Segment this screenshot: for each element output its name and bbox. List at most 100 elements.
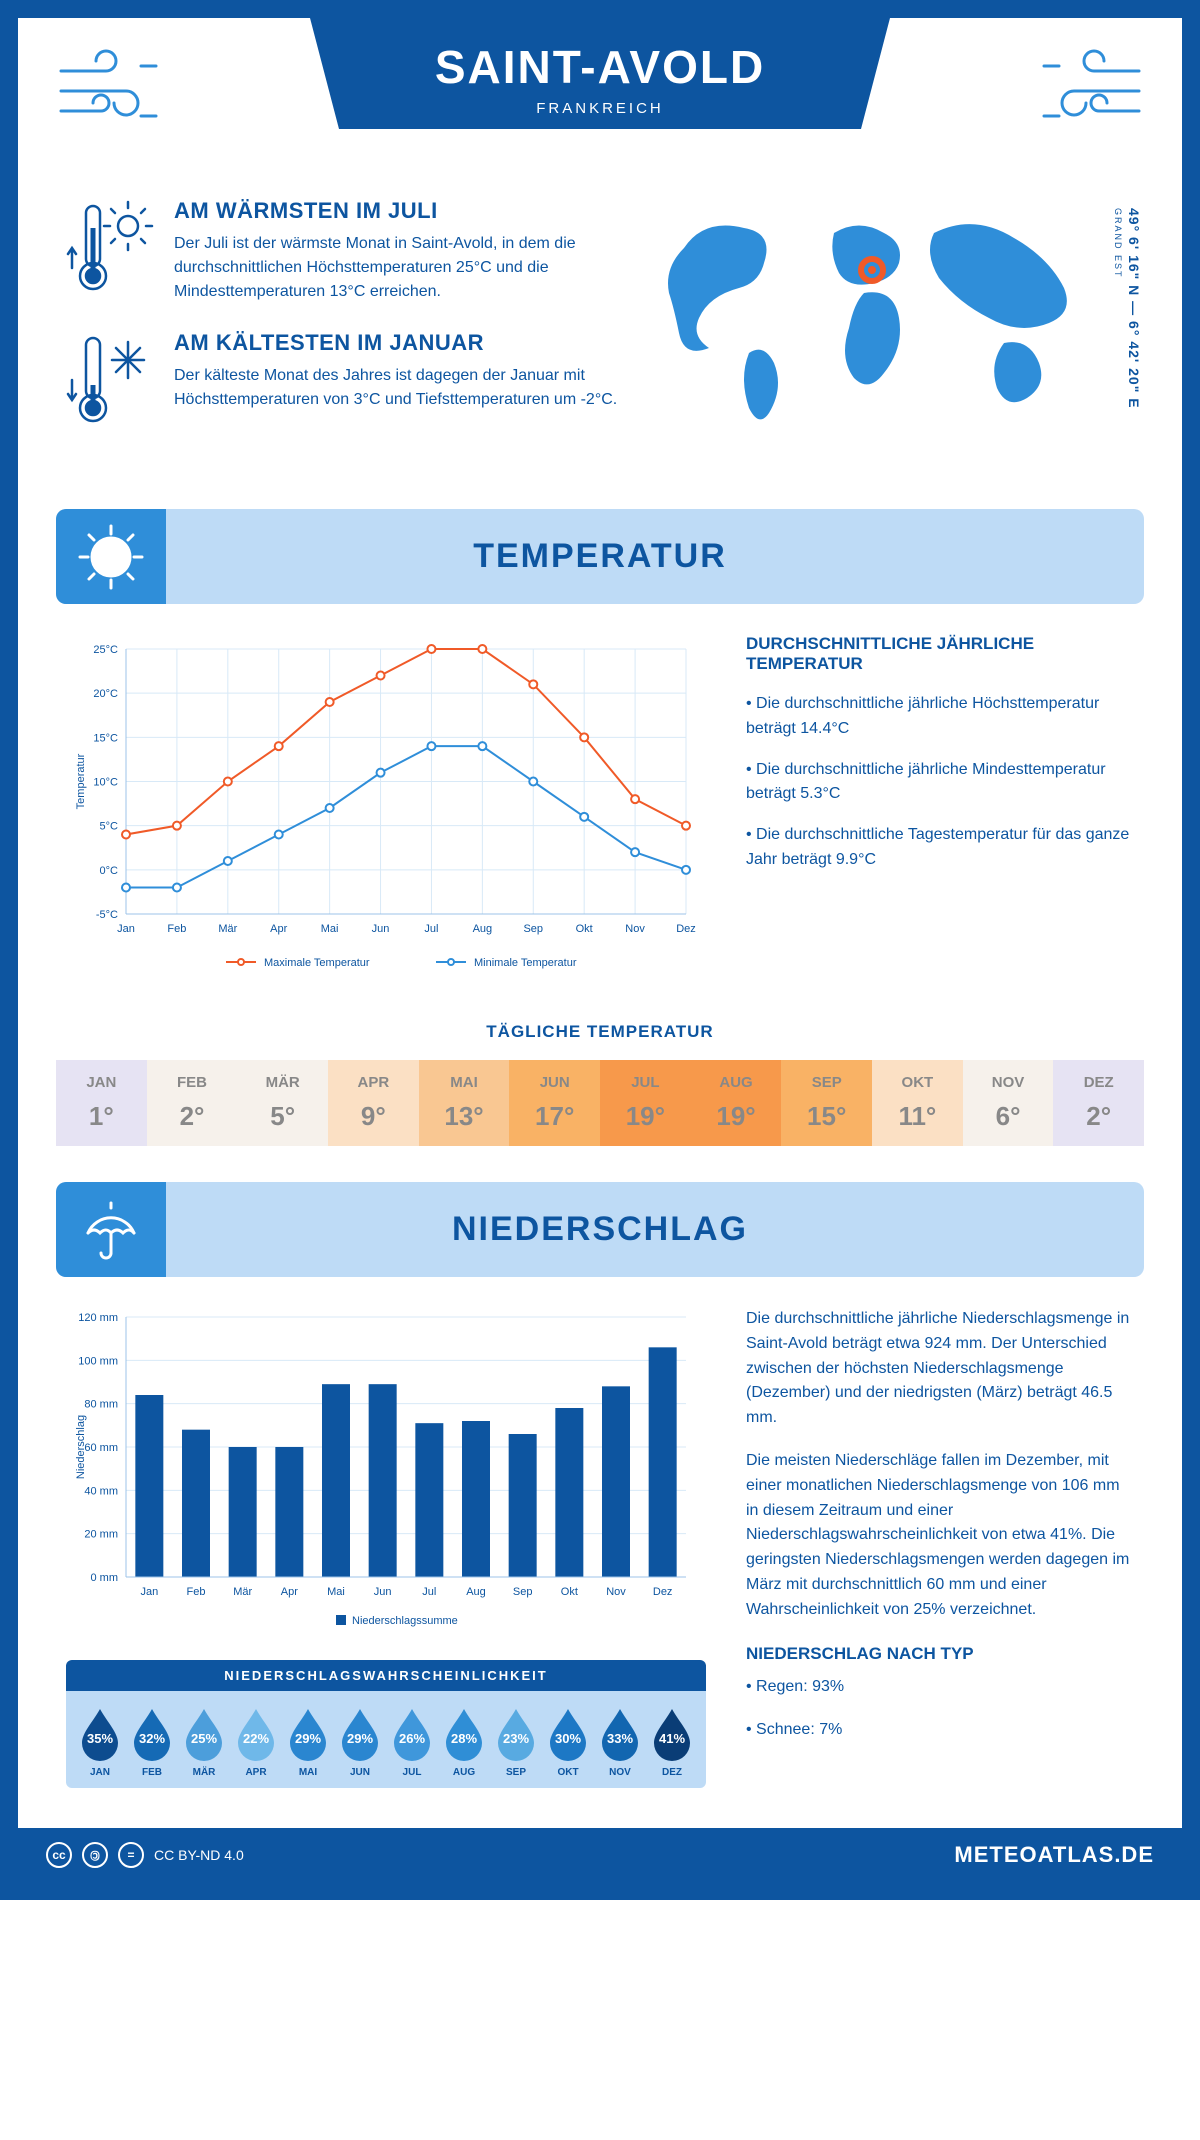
svg-text:120 mm: 120 mm — [78, 1312, 118, 1324]
svg-text:Jul: Jul — [422, 1586, 436, 1598]
svg-text:Apr: Apr — [270, 923, 287, 935]
svg-text:Dez: Dez — [676, 923, 696, 935]
daily-cell: APR9° — [328, 1060, 419, 1146]
svg-text:Nov: Nov — [625, 923, 645, 935]
prob-drop: 32%FEB — [130, 1705, 174, 1778]
prob-drop: 22%APR — [234, 1705, 278, 1778]
svg-text:Aug: Aug — [466, 1586, 486, 1598]
daily-cell: AUG19° — [691, 1060, 782, 1146]
temp-heading: TEMPERATUR — [473, 537, 727, 576]
svg-text:Mai: Mai — [321, 923, 339, 935]
svg-text:80 mm: 80 mm — [84, 1399, 118, 1411]
svg-text:Maximale Temperatur: Maximale Temperatur — [264, 957, 370, 969]
svg-text:Niederschlagssumme: Niederschlagssumme — [352, 1615, 458, 1627]
nd-icon: = — [118, 1842, 144, 1868]
prob-drop: 26%JUL — [390, 1705, 434, 1778]
daily-cell: OKT11° — [872, 1060, 963, 1146]
wind-icon — [1014, 46, 1144, 141]
prob-drop: 23%SEP — [494, 1705, 538, 1778]
prob-drop: 29%JUN — [338, 1705, 382, 1778]
precip-description: Die durchschnittliche jährliche Niedersc… — [746, 1307, 1134, 1788]
svg-text:0 mm: 0 mm — [91, 1572, 119, 1584]
by-icon: 🄯 — [82, 1842, 108, 1868]
infographic-page: SAINT-AVOLD FRANKREICH AM WÄRMSTEN IM JU… — [0, 0, 1200, 1900]
svg-text:Jan: Jan — [140, 1586, 158, 1598]
prob-drop: 25%MÄR — [182, 1705, 226, 1778]
svg-text:Aug: Aug — [473, 923, 493, 935]
svg-text:Jun: Jun — [374, 1586, 392, 1598]
prob-drop: 28%AUG — [442, 1705, 486, 1778]
city-name: SAINT-AVOLD — [310, 40, 890, 94]
svg-text:40 mm: 40 mm — [84, 1485, 118, 1497]
precip-type: • Regen: 93% — [746, 1675, 1134, 1700]
svg-text:25°C: 25°C — [93, 644, 118, 656]
svg-text:Mai: Mai — [327, 1586, 345, 1598]
temp-info: DURCHSCHNITTLICHE JÄHRLICHE TEMPERATUR •… — [746, 634, 1134, 984]
svg-text:15°C: 15°C — [93, 732, 118, 744]
svg-text:Dez: Dez — [653, 1586, 673, 1598]
svg-text:20 mm: 20 mm — [84, 1529, 118, 1541]
precip-para: Die durchschnittliche jährliche Niedersc… — [746, 1307, 1134, 1431]
footer: cc 🄯 = CC BY-ND 4.0 METEOATLAS.DE — [18, 1828, 1182, 1882]
svg-text:Nov: Nov — [606, 1586, 626, 1598]
sun-icon — [56, 509, 166, 604]
license: cc 🄯 = CC BY-ND 4.0 — [46, 1842, 244, 1868]
world-map — [654, 198, 1094, 428]
daily-cell: FEB2° — [147, 1060, 238, 1146]
section-heading-temp: TEMPERATUR — [56, 509, 1144, 604]
prob-drop: 33%NOV — [598, 1705, 642, 1778]
precip-type: • Schnee: 7% — [746, 1718, 1134, 1743]
umbrella-icon — [56, 1182, 166, 1277]
temp-bullet: • Die durchschnittliche Tagestemperatur … — [746, 823, 1134, 873]
svg-text:Jul: Jul — [424, 923, 438, 935]
site-name: METEOATLAS.DE — [954, 1842, 1154, 1868]
svg-text:Jan: Jan — [117, 923, 135, 935]
temperature-line-chart: -5°C0°C5°C10°C15°C20°C25°CJanFebMärAprMa… — [66, 634, 706, 984]
thermometer-cold-icon — [66, 330, 156, 435]
prob-drop: 30%OKT — [546, 1705, 590, 1778]
section-heading-precip: NIEDERSCHLAG — [56, 1182, 1144, 1277]
svg-text:Okt: Okt — [561, 1586, 578, 1598]
coords-value: 49° 6' 16" N — 6° 42' 20" E — [1126, 208, 1142, 409]
svg-text:Mär: Mär — [233, 1586, 252, 1598]
temp-bullet: • Die durchschnittliche jährliche Höchst… — [746, 692, 1134, 742]
license-text: CC BY-ND 4.0 — [154, 1847, 244, 1863]
svg-text:5°C: 5°C — [100, 821, 119, 833]
cc-icon: cc — [46, 1842, 72, 1868]
intro-block: AM WÄRMSTEN IM JULI Der Juli ist der wär… — [18, 178, 1182, 489]
title-banner: SAINT-AVOLD FRANKREICH — [310, 18, 890, 129]
warmest-text: Der Juli ist der wärmste Monat in Saint-… — [174, 232, 624, 304]
precip-para: Die meisten Niederschläge fallen im Deze… — [746, 1449, 1134, 1623]
svg-text:Jun: Jun — [372, 923, 390, 935]
svg-text:-5°C: -5°C — [96, 909, 118, 921]
precip-probability-box: NIEDERSCHLAGSWAHRSCHEINLICHKEIT 35%JAN32… — [66, 1660, 706, 1788]
svg-text:Apr: Apr — [281, 1586, 298, 1598]
header: SAINT-AVOLD FRANKREICH — [18, 18, 1182, 178]
country-name: FRANKREICH — [310, 100, 890, 117]
precipitation-bar-chart: 0 mm20 mm40 mm60 mm80 mm100 mm120 mmJanF… — [66, 1307, 706, 1637]
prob-drop: 29%MAI — [286, 1705, 330, 1778]
temp-info-heading: DURCHSCHNITTLICHE JÄHRLICHE TEMPERATUR — [746, 634, 1134, 674]
svg-text:100 mm: 100 mm — [78, 1355, 118, 1367]
thermometer-hot-icon — [66, 198, 156, 304]
daily-cell: JUN17° — [509, 1060, 600, 1146]
coldest-fact: AM KÄLTESTEN IM JANUAR Der kälteste Mona… — [66, 330, 624, 435]
svg-text:Sep: Sep — [523, 923, 543, 935]
prob-drop: 35%JAN — [78, 1705, 122, 1778]
daily-cell: JUL19° — [600, 1060, 691, 1146]
warmest-title: AM WÄRMSTEN IM JULI — [174, 198, 624, 224]
warmest-fact: AM WÄRMSTEN IM JULI Der Juli ist der wär… — [66, 198, 624, 304]
svg-text:Feb: Feb — [187, 1586, 206, 1598]
svg-text:Mär: Mär — [218, 923, 237, 935]
svg-text:Minimale Temperatur: Minimale Temperatur — [474, 957, 577, 969]
daily-cell: NOV6° — [963, 1060, 1054, 1146]
daily-cell: MAI13° — [419, 1060, 510, 1146]
svg-text:Niederschlag: Niederschlag — [75, 1415, 87, 1479]
coldest-text: Der kälteste Monat des Jahres ist dagege… — [174, 364, 624, 412]
svg-text:Sep: Sep — [513, 1586, 533, 1598]
precip-heading: NIEDERSCHLAG — [452, 1210, 748, 1249]
daily-cell: DEZ2° — [1053, 1060, 1144, 1146]
wind-icon — [56, 46, 186, 141]
svg-text:Feb: Feb — [167, 923, 186, 935]
coldest-title: AM KÄLTESTEN IM JANUAR — [174, 330, 624, 356]
